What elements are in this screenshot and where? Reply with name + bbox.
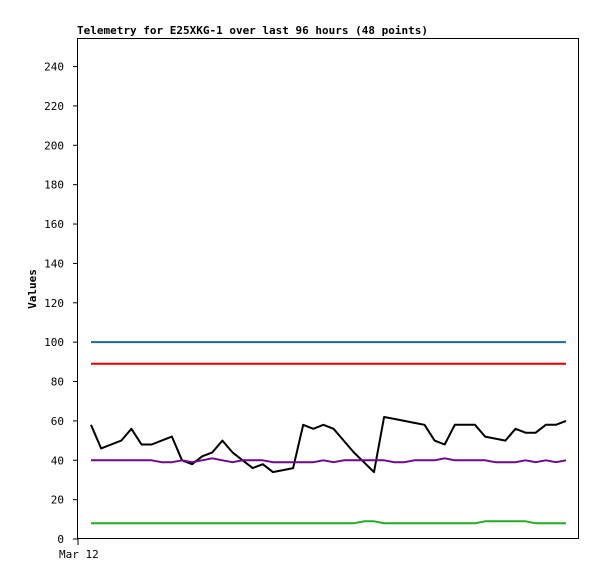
series-line-2 — [90, 416, 567, 474]
chart-title: Telemetry for E25XKG-1 over last 96 hour… — [77, 24, 428, 37]
y-tick-label: 60 — [51, 415, 64, 428]
y-axis: 0 20 40 60 80 100 120 140 160 180 200 220 240 — [44, 61, 78, 546]
x-axis: Mar 12 — [59, 539, 99, 561]
y-tick-label: 20 — [51, 494, 64, 507]
y-tick-label: 160 — [44, 218, 64, 231]
y-tick-label: 120 — [44, 297, 64, 310]
y-tick-label: 140 — [44, 257, 64, 270]
series-line-3 — [91, 457, 567, 464]
y-tick-label: 40 — [51, 454, 64, 467]
y-tick-label: 220 — [44, 100, 64, 113]
y-axis-title: Values — [26, 269, 39, 309]
plot-area-frame — [77, 38, 579, 539]
y-tick-label: 240 — [44, 61, 64, 74]
series-lines — [90, 341, 567, 525]
y-tick-label: 100 — [44, 336, 64, 349]
y-tick-label: 0 — [57, 533, 64, 546]
y-tick-label: 200 — [44, 139, 64, 152]
y-tick-label: 80 — [51, 376, 64, 389]
series-line-4 — [91, 520, 566, 525]
y-tick-label: 180 — [44, 179, 64, 192]
x-tick-label: Mar 12 — [59, 548, 99, 561]
